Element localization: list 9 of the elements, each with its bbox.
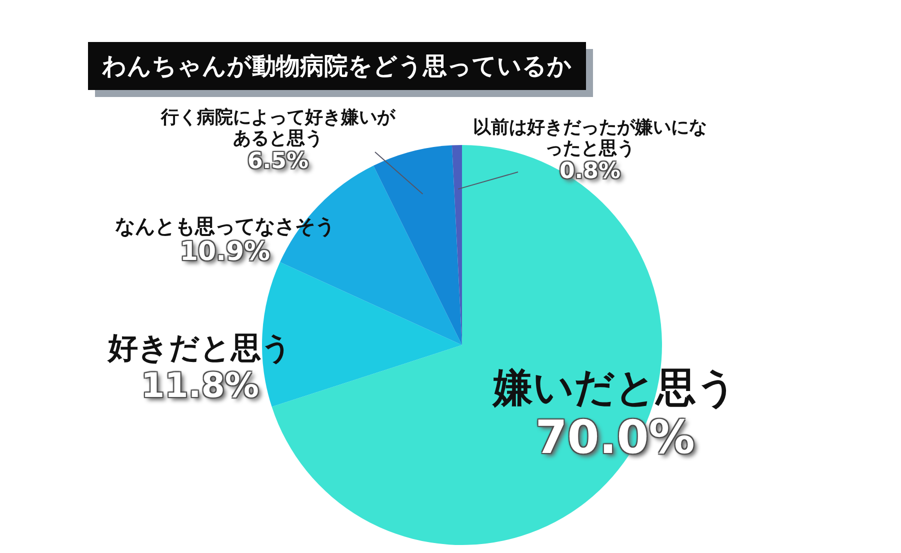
- slice-label: 行く病院によって好き嫌いがあると思う: [160, 107, 396, 150]
- data-label: 0.8%: [558, 159, 626, 185]
- slice-label: 好きだと思う: [106, 331, 293, 366]
- slice-label: 嫌いだと思う: [491, 365, 738, 411]
- data-label: 10.9%: [178, 237, 275, 268]
- data-label: 11.8%: [140, 366, 264, 406]
- data-label: 6.5%: [246, 149, 314, 175]
- slice-label: 以前は好きだったが嫌いになったと思う: [472, 117, 708, 160]
- chart-title: わんちゃんが動物病院をどう思っているか: [88, 42, 586, 90]
